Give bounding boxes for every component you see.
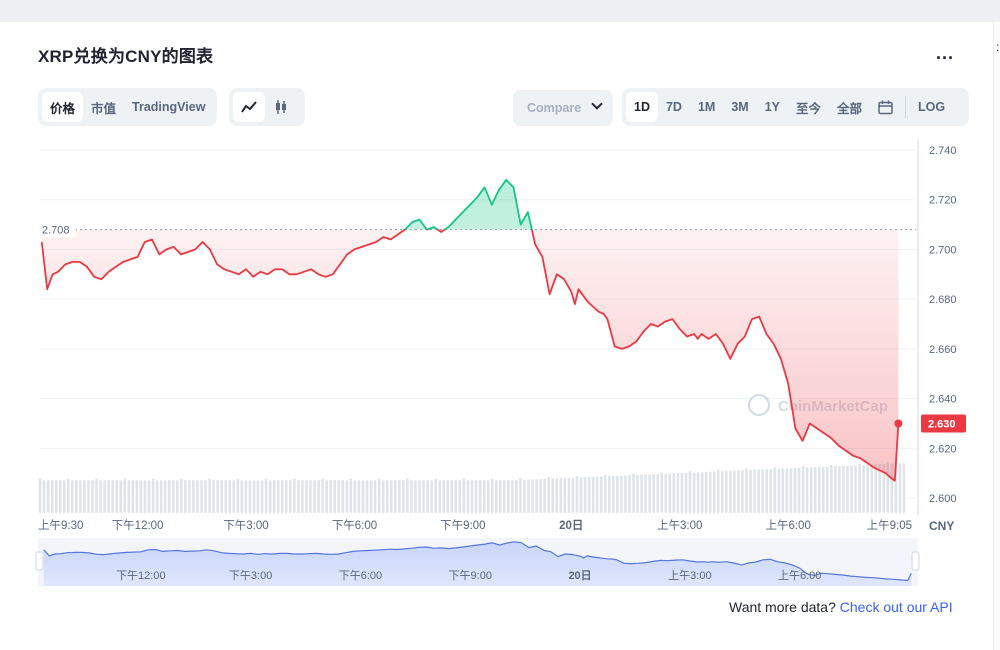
range-ytd[interactable]: 至今 xyxy=(796,101,822,116)
right-edge xyxy=(993,22,1000,650)
line-chart-icon[interactable] xyxy=(233,92,265,122)
range-divider xyxy=(905,96,907,118)
more-options-button[interactable]: ... xyxy=(936,43,955,63)
chart-title: XRP兑换为CNY的图表 xyxy=(38,47,214,66)
calendar-icon[interactable] xyxy=(870,92,901,122)
log-scale-toggle[interactable]: LOG xyxy=(918,100,946,114)
compare-dropdown[interactable]: Compare xyxy=(513,90,613,126)
api-promo: Want more data? Check out our API xyxy=(729,599,953,615)
range-1m[interactable]: 1M xyxy=(697,100,716,114)
candlestick-icon[interactable] xyxy=(265,92,297,122)
tab-market-cap[interactable]: 市值 xyxy=(91,101,117,116)
edge-mark: : xyxy=(996,40,1000,54)
view-tabs: 价格 市值 TradingView xyxy=(38,88,218,126)
top-strip xyxy=(0,0,1000,22)
chart-mode-toggle xyxy=(229,88,305,126)
range-7d[interactable]: 7D xyxy=(665,100,682,114)
api-promo-text: Want more data? xyxy=(729,599,836,615)
range-3m[interactable]: 3M xyxy=(731,100,749,114)
range-1y[interactable]: 1Y xyxy=(764,100,781,114)
chevron-down-icon xyxy=(591,98,603,110)
tab-tradingview[interactable]: TradingView xyxy=(132,100,206,114)
compare-label: Compare xyxy=(527,101,582,115)
range-1d[interactable]: 1D xyxy=(626,92,658,122)
api-link[interactable]: Check out our API xyxy=(839,599,953,615)
range-all[interactable]: 全部 xyxy=(837,101,863,116)
time-range-tabs: 1D 7D 1M 3M 1Y 至今 全部 LOG xyxy=(622,88,969,126)
tab-price[interactable]: 价格 xyxy=(42,92,84,122)
